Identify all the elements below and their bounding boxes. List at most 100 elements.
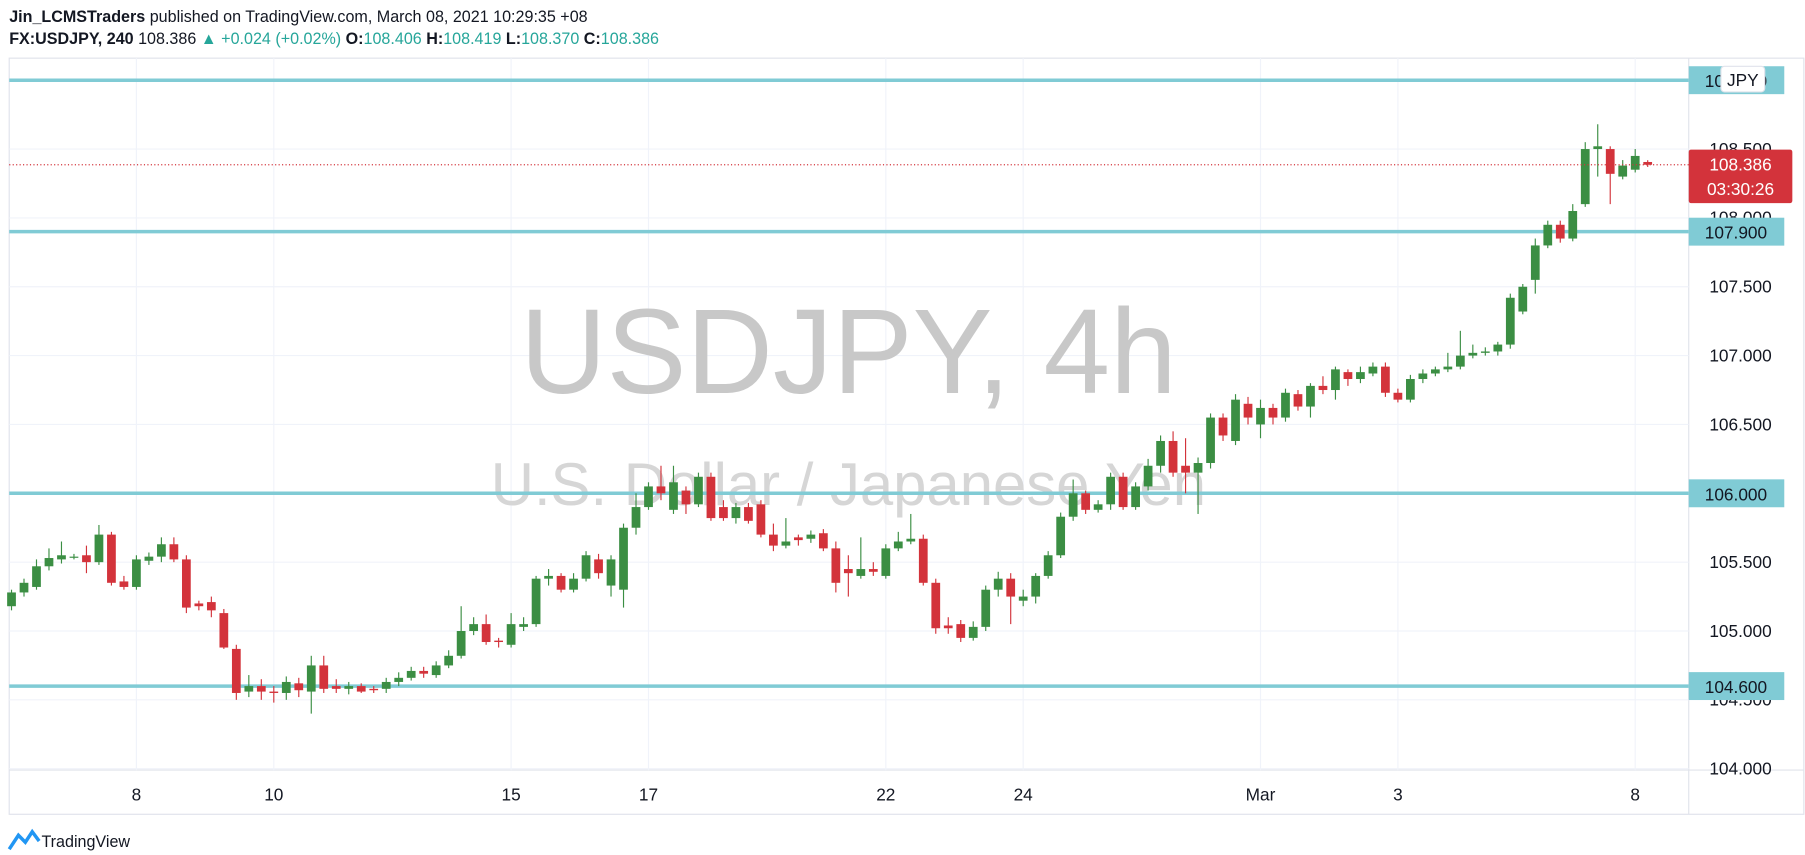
candle-body bbox=[794, 537, 803, 541]
candle-body bbox=[519, 624, 528, 627]
candle-body bbox=[1543, 224, 1553, 246]
x-tick-label: 8 bbox=[1630, 784, 1640, 804]
candle-body bbox=[1131, 486, 1140, 508]
candle-body bbox=[1031, 575, 1041, 597]
candle-body bbox=[1106, 476, 1116, 505]
candle-body bbox=[1443, 366, 1453, 370]
brand: TradingView bbox=[7, 828, 130, 851]
candle-body bbox=[1193, 463, 1203, 473]
candle-body bbox=[406, 670, 416, 678]
candle-body bbox=[1468, 352, 1478, 356]
level-label: 106.000 bbox=[1705, 484, 1767, 504]
candle-body bbox=[1618, 165, 1628, 177]
candle-body bbox=[1068, 493, 1078, 517]
candle-body bbox=[1081, 493, 1091, 510]
candle-body bbox=[731, 507, 741, 519]
candle-body bbox=[1406, 379, 1415, 400]
candle-body bbox=[856, 569, 866, 576]
y-tick-label: 107.000 bbox=[1709, 345, 1771, 365]
countdown: 03:30:26 bbox=[1707, 179, 1774, 199]
candle-body bbox=[419, 670, 429, 674]
price: 108.386 bbox=[138, 30, 196, 48]
candle-body bbox=[107, 534, 116, 583]
candle-body bbox=[431, 665, 441, 676]
currency: JPY bbox=[1727, 70, 1759, 90]
ohlc-key: L: bbox=[506, 30, 521, 48]
candle-body bbox=[1118, 476, 1128, 508]
candle-body bbox=[831, 548, 841, 583]
candle-body bbox=[1243, 403, 1253, 418]
candle-body bbox=[1218, 417, 1228, 436]
candle-body bbox=[1630, 155, 1640, 170]
symbol: FX:USDJPY, 240 bbox=[9, 30, 133, 48]
candle-body bbox=[1056, 516, 1066, 556]
candle-body bbox=[1605, 149, 1615, 174]
candle-body bbox=[531, 578, 541, 625]
candle-body bbox=[1643, 161, 1653, 165]
candle-body bbox=[281, 681, 291, 693]
candle-body bbox=[943, 625, 953, 629]
ohlc-key: C: bbox=[584, 30, 601, 48]
candle-body bbox=[606, 559, 616, 586]
candle-body bbox=[44, 558, 54, 567]
candle-body bbox=[644, 486, 653, 508]
axes: 104.000104.500105.000105.500106.000106.5… bbox=[132, 65, 1793, 804]
candle-body bbox=[931, 582, 941, 629]
candle-body bbox=[1181, 465, 1190, 473]
candle-body bbox=[1206, 417, 1215, 464]
candle-body bbox=[544, 575, 553, 579]
candle-body bbox=[57, 555, 66, 560]
candle-body bbox=[1281, 392, 1290, 418]
candle-body bbox=[294, 683, 304, 691]
y-tick-label: 104.000 bbox=[1709, 758, 1771, 778]
level-label-box bbox=[1688, 672, 1785, 701]
candle-body bbox=[1493, 344, 1503, 352]
candle-body bbox=[444, 655, 454, 666]
candle-body bbox=[1093, 504, 1103, 510]
author: Jin_LCMSTraders bbox=[9, 8, 145, 26]
candle-body bbox=[194, 603, 204, 607]
watermark-title: USDJPY, 4h bbox=[520, 284, 1177, 420]
candle-body bbox=[231, 648, 241, 693]
candle-body bbox=[1505, 297, 1515, 345]
change: ▲ +0.024 (+0.02%) bbox=[201, 30, 341, 48]
candle-body bbox=[918, 538, 928, 583]
candle-body bbox=[144, 556, 154, 561]
x-tick-label: 15 bbox=[502, 784, 521, 804]
candle-body bbox=[706, 476, 716, 519]
candle-body bbox=[381, 681, 391, 689]
chart-frame bbox=[8, 57, 1805, 815]
candle-body bbox=[1293, 394, 1303, 407]
ohlc-value: 108.406 bbox=[364, 30, 422, 48]
candle-body bbox=[19, 582, 29, 593]
x-tick-label: 3 bbox=[1393, 784, 1403, 804]
candle-body bbox=[1318, 385, 1328, 391]
candle-body bbox=[1555, 224, 1565, 239]
y-tick-label: 106.500 bbox=[1709, 414, 1771, 434]
candle-body bbox=[506, 624, 516, 645]
x-tick-label: 17 bbox=[639, 784, 658, 804]
candle-body bbox=[1168, 440, 1178, 473]
candle-body bbox=[1381, 366, 1390, 393]
candle-body bbox=[669, 482, 678, 510]
candle-body bbox=[256, 686, 266, 692]
y-tick-label: 107.500 bbox=[1709, 276, 1771, 296]
candle-body bbox=[756, 504, 766, 535]
x-tick-label: 22 bbox=[876, 784, 895, 804]
candle-body bbox=[169, 544, 179, 560]
candle-body bbox=[1480, 351, 1490, 353]
candle-body bbox=[1580, 149, 1590, 205]
candle-body bbox=[394, 677, 404, 682]
candle-body bbox=[69, 556, 79, 558]
candle-body bbox=[1231, 399, 1240, 441]
candle-body bbox=[82, 555, 91, 563]
candle-body bbox=[1455, 355, 1465, 367]
candle-body bbox=[219, 613, 229, 648]
candle-body bbox=[1593, 146, 1603, 150]
candle-body bbox=[132, 559, 141, 587]
candle-body bbox=[719, 507, 728, 519]
candle-body bbox=[806, 534, 816, 539]
candle-body bbox=[1418, 373, 1428, 380]
level-label-box bbox=[1688, 479, 1785, 508]
